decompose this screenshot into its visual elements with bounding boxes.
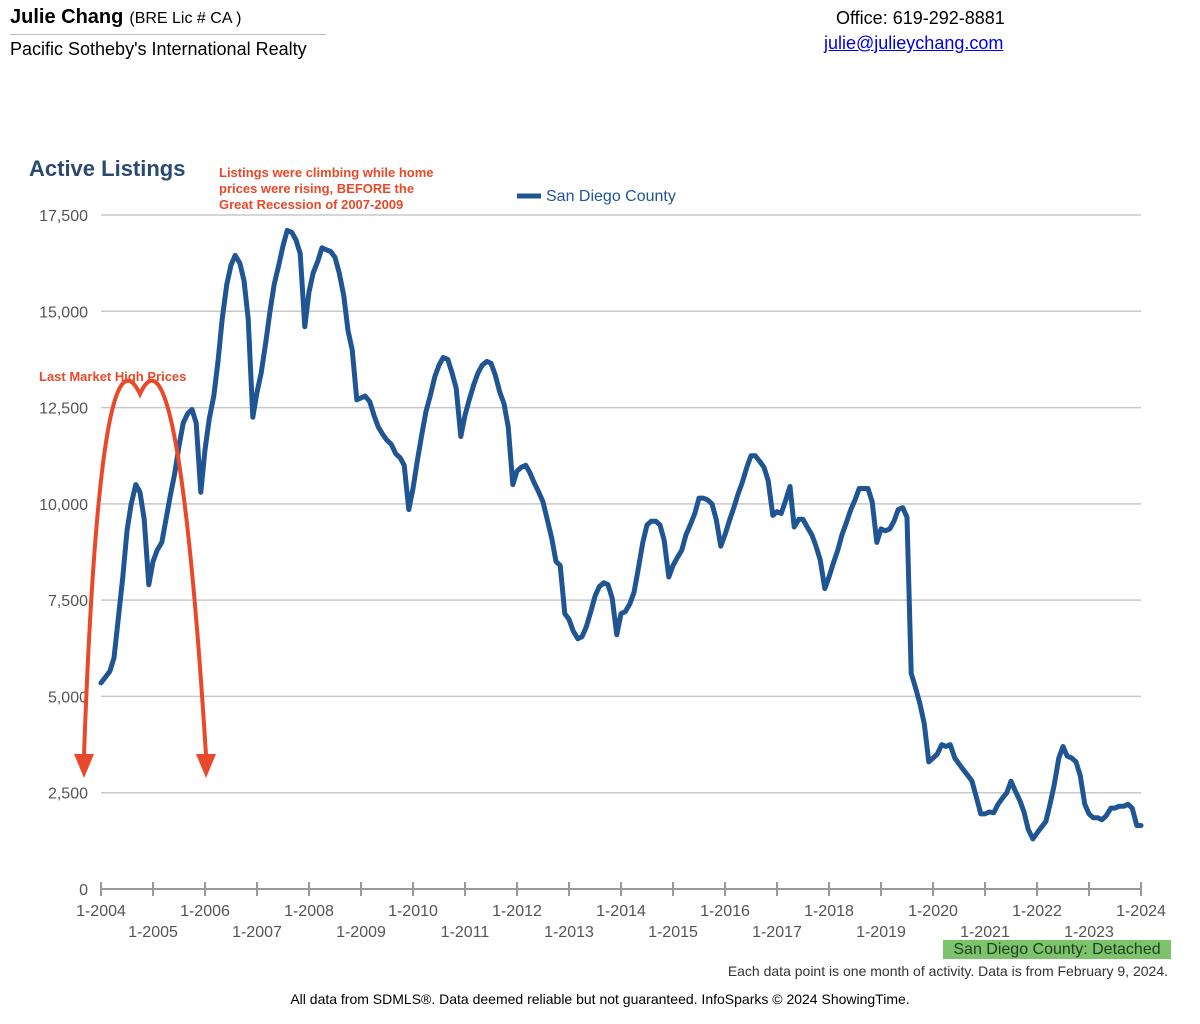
- data-source: All data from SDMLS®. Data deemed reliab…: [290, 991, 910, 1007]
- legend: San Diego County: [517, 188, 676, 205]
- x-tick-label: 1-2009: [336, 924, 386, 941]
- y-tick-label: 2,500: [48, 786, 88, 803]
- y-tick-label: 5,000: [48, 689, 88, 706]
- x-tick-label: 1-2006: [180, 903, 230, 920]
- x-tick-label: 1-2022: [1012, 903, 1062, 920]
- x-tick-label: 1-2011: [441, 924, 490, 941]
- email-link[interactable]: julie@julieychang.com: [824, 33, 1004, 53]
- x-tick-label: 1-2015: [648, 924, 698, 941]
- x-tick-label: 1-2021: [960, 924, 1010, 941]
- chart-title: Active Listings: [29, 156, 185, 181]
- x-tick-label: 1-2016: [700, 903, 750, 920]
- x-tick-label: 1-2004: [76, 903, 126, 920]
- gridlines: [101, 214, 1141, 794]
- license-text: (BRE Lic # CA ): [129, 10, 242, 27]
- y-tick-label: 7,500: [48, 593, 88, 610]
- brokerage-name: Pacific Sotheby's International Realty: [10, 39, 307, 59]
- x-tick-label: 1-2014: [596, 903, 646, 920]
- arrow-head-right-icon: [196, 754, 216, 778]
- data-note: Each data point is one month of activity…: [727, 963, 1168, 979]
- x-tick-label: 1-2010: [388, 903, 438, 920]
- series-line-san-diego-county: [98, 227, 1144, 842]
- office-phone: Office: 619-292-8881: [836, 8, 1005, 28]
- series-badge: San Diego County: Detached: [943, 940, 1171, 959]
- x-tick-label: 1-2018: [804, 903, 854, 920]
- arrow-head-left-icon: [74, 754, 94, 778]
- header-divider: [10, 34, 326, 35]
- x-tick-label: 1-2023: [1064, 924, 1114, 941]
- agent-name: Julie Chang (BRE Lic # CA ): [10, 6, 241, 29]
- x-tick-label: 1-2005: [128, 924, 178, 941]
- annotation-recession-line-3: Great Recession of 2007-2009: [219, 197, 403, 212]
- y-axis-tick-labels: 0 2,500 5,000 7,500 10,000 12,500 15,000 17,500: [39, 208, 88, 899]
- annotation-recession-line-1: Listings were climbing while home: [219, 165, 434, 180]
- x-tick-label: 1-2024: [1116, 903, 1166, 920]
- annotation-recession: Listings were climbing while home prices…: [219, 165, 434, 212]
- x-tick-label: 1-2019: [856, 924, 906, 941]
- legend-label: San Diego County: [546, 188, 676, 205]
- y-tick-label: 10,000: [39, 497, 88, 514]
- x-tick-label: 1-2017: [752, 924, 802, 941]
- annotation-recession-line-2: prices were rising, BEFORE the: [219, 181, 414, 196]
- y-tick-label: 17,500: [39, 208, 88, 225]
- x-tick-label: 1-2008: [284, 903, 334, 920]
- x-tick-label: 1-2020: [908, 903, 958, 920]
- x-tick-label: 1-2012: [492, 903, 542, 920]
- y-tick-label: 0: [79, 882, 88, 899]
- x-tick-label: 1-2013: [544, 924, 594, 941]
- y-tick-label: 15,000: [39, 304, 88, 321]
- annotation-last-high: Last Market High Prices: [39, 369, 216, 778]
- x-tick-label: 1-2007: [232, 924, 282, 941]
- x-axis-tick-labels: 1-20041-20051-20061-20071-20081-20091-20…: [76, 903, 1166, 941]
- annotation-last-high-text: Last Market High Prices: [39, 369, 186, 384]
- x-axis-ticks: [100, 882, 1142, 896]
- agent-name-text: Julie Chang: [10, 6, 124, 28]
- annotation-arc: [82, 378, 208, 756]
- y-tick-label: 12,500: [39, 401, 88, 418]
